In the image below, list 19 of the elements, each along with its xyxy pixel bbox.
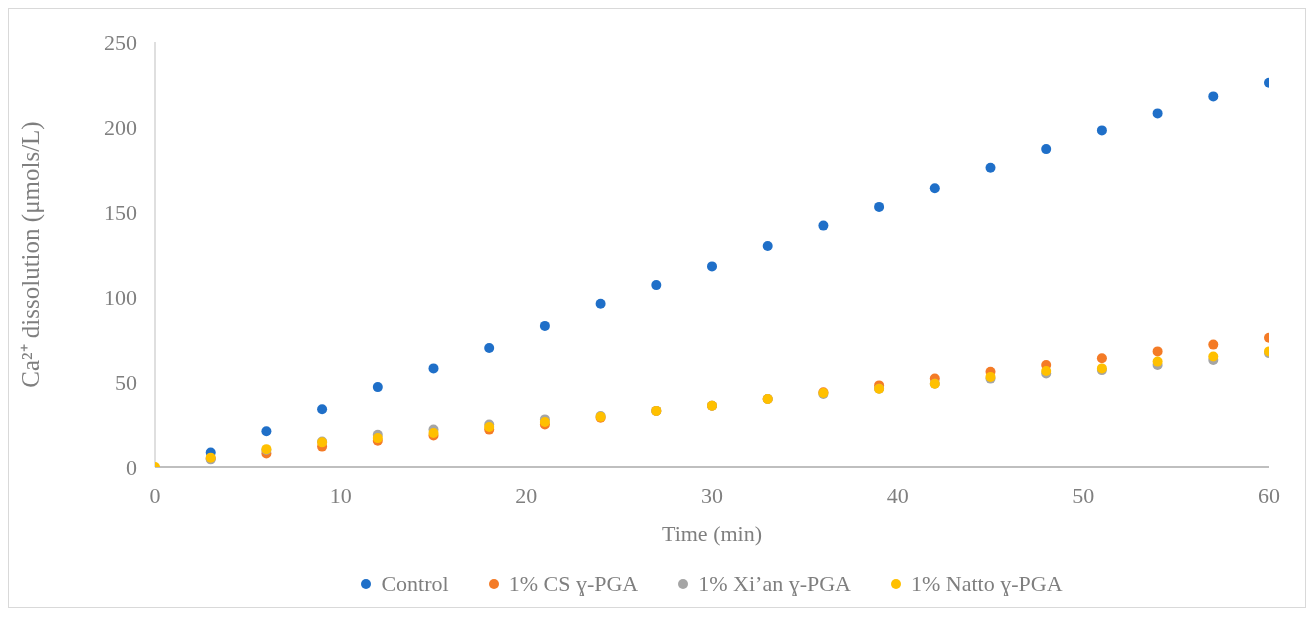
legend-label: 1% Xi’an ɣ-PGA: [698, 571, 852, 597]
y-tick-label: 0: [126, 454, 137, 480]
x-tick-label: 40: [886, 482, 909, 508]
y-tick-label: 250: [104, 29, 137, 55]
y-tick-label: 150: [104, 199, 137, 225]
y-tick-label: 50: [115, 369, 137, 395]
x-axis-title: Time (min): [661, 520, 763, 546]
x-tick-label: 20: [515, 482, 538, 508]
x-tick-label: 0: [149, 482, 161, 508]
x-tick-label: 10: [329, 482, 352, 508]
y-axis-title: Ca²⁺ dissolution (μmols/L): [17, 121, 45, 388]
y-tick-label: 100: [104, 284, 137, 310]
x-tick-label: 60: [1258, 482, 1280, 508]
legend-label: Control: [381, 571, 449, 597]
legend-label: 1% Natto ɣ-PGA: [911, 571, 1063, 597]
x-tick-label: 50: [1072, 482, 1095, 508]
x-tick-label: 30: [701, 482, 723, 508]
y-tick-label: 200: [104, 114, 137, 140]
legend-label: 1% CS ɣ-PGA: [508, 571, 639, 597]
